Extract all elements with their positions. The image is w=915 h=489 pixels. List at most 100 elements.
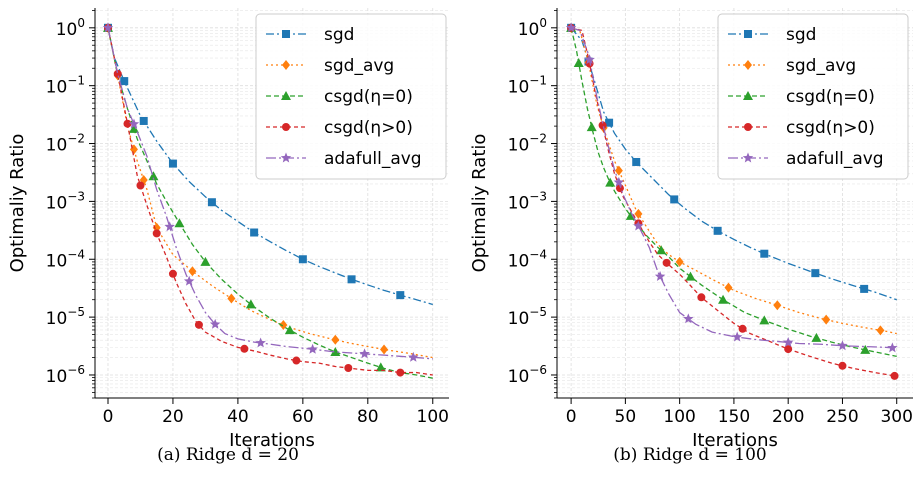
data-point	[605, 118, 614, 127]
data-point	[194, 320, 203, 329]
y-axis-label: Optimaliy Ratio	[469, 134, 490, 273]
x-tick-label: 0	[103, 407, 114, 427]
data-point	[586, 122, 597, 132]
x-tick-label: 150	[718, 407, 750, 427]
legend-label: csgd(η>0)	[786, 118, 875, 138]
data-point	[697, 293, 706, 302]
legend-label: csgd(η=0)	[786, 87, 875, 107]
series-adafull_avg	[102, 22, 433, 362]
legend-marker	[744, 30, 752, 38]
y-tick-label: 10−5	[508, 305, 547, 329]
data-point	[250, 228, 259, 237]
data-point	[375, 362, 386, 372]
data-point	[634, 208, 643, 219]
x-tick-label: 60	[292, 407, 314, 427]
y-tick-label: 10−6	[508, 363, 547, 387]
data-point	[344, 364, 353, 373]
series-csgd(η>0)	[567, 23, 899, 380]
data-point	[396, 368, 405, 377]
data-point	[605, 177, 616, 187]
data-point	[887, 342, 898, 353]
y-tick-label: 10−6	[46, 363, 85, 387]
legend-marker	[742, 152, 754, 163]
series-line	[107, 27, 433, 359]
data-point	[718, 294, 729, 304]
legend: sgd sgd_avg csgd(η=0) csgd(η>0) adafull_avg	[717, 13, 909, 180]
legend-marker	[744, 60, 752, 70]
data-point	[822, 314, 831, 325]
data-point	[380, 344, 389, 355]
legend: sgd sgd_avg csgd(η=0) csgd(η>0) adafull_avg	[255, 13, 447, 180]
series-line	[107, 27, 433, 376]
x-tick-label: 0	[566, 407, 577, 427]
data-point	[656, 245, 667, 255]
series-line	[570, 27, 897, 349]
data-point	[784, 345, 793, 354]
y-tick-label: 10−2	[508, 132, 547, 156]
data-point	[573, 57, 584, 67]
data-point	[724, 282, 733, 293]
data-point	[359, 348, 370, 359]
y-tick-label: 100	[518, 16, 547, 40]
legend-label: sgd_avg	[786, 56, 856, 76]
data-point	[759, 315, 770, 325]
legend-marker	[282, 60, 290, 70]
data-point	[188, 266, 197, 277]
y-tick-label: 10−1	[508, 74, 547, 98]
legend-marker	[282, 30, 290, 38]
data-point	[136, 181, 145, 190]
data-point	[164, 221, 175, 232]
x-axis-label: Iterations	[692, 430, 778, 451]
data-point	[331, 334, 340, 345]
data-point	[209, 318, 221, 329]
y-tick-label: 10−4	[508, 247, 547, 271]
y-tick-label: 10−3	[46, 189, 85, 213]
data-point	[168, 159, 177, 168]
subfigure-caption: (b) Ridge d = 100	[613, 445, 766, 465]
x-axis-label: Iterations	[229, 430, 315, 451]
data-point	[675, 256, 684, 267]
data-point	[876, 325, 885, 336]
x-tick-label: 300	[880, 407, 912, 427]
data-point	[773, 300, 782, 311]
data-point	[670, 195, 679, 204]
data-point	[120, 77, 129, 86]
data-point	[860, 344, 871, 354]
data-point	[860, 284, 869, 293]
data-point	[102, 22, 114, 33]
series-adafull_avg	[565, 22, 898, 353]
legend-box	[717, 13, 909, 180]
x-tick-label: 200	[772, 407, 804, 427]
x-tick-label: 80	[357, 407, 379, 427]
chart-2: 10−6 10−5 10−4 10−3 10−2 10−1 100 0 50 100 150 200 2…	[469, 8, 913, 465]
y-tick-label: 10−3	[508, 189, 547, 213]
legend-label: csgd(η=0)	[324, 87, 413, 107]
chart-1: 10−6 10−5 10−4 10−3 10−2 10−1 100 0 20 40 60 80 100 I…	[7, 8, 449, 465]
legend-label: sgd	[786, 25, 816, 45]
data-point	[890, 371, 899, 380]
data-point	[731, 331, 743, 342]
y-tick-label: 10−2	[46, 132, 85, 156]
y-axis-label: Optimaliy Ratio	[7, 134, 28, 273]
legend-label: sgd	[324, 25, 354, 45]
data-point	[584, 54, 595, 65]
data-point	[307, 343, 318, 354]
data-point	[811, 332, 822, 342]
data-point	[330, 346, 341, 356]
data-point	[598, 121, 607, 130]
data-point	[837, 340, 848, 351]
legend-box	[255, 13, 447, 180]
data-point	[838, 361, 847, 370]
data-point	[614, 165, 623, 176]
data-point	[632, 157, 641, 166]
data-point	[613, 176, 625, 187]
series-line	[570, 27, 897, 357]
data-point	[683, 313, 694, 324]
subfigure-caption: (a) Ridge d = 20	[157, 445, 299, 465]
data-point	[782, 336, 794, 347]
data-point	[174, 218, 185, 228]
data-point	[245, 299, 256, 309]
y-tick-label: 10−4	[46, 247, 85, 271]
legend-label: adafull_avg	[786, 149, 884, 169]
data-point	[298, 255, 307, 264]
